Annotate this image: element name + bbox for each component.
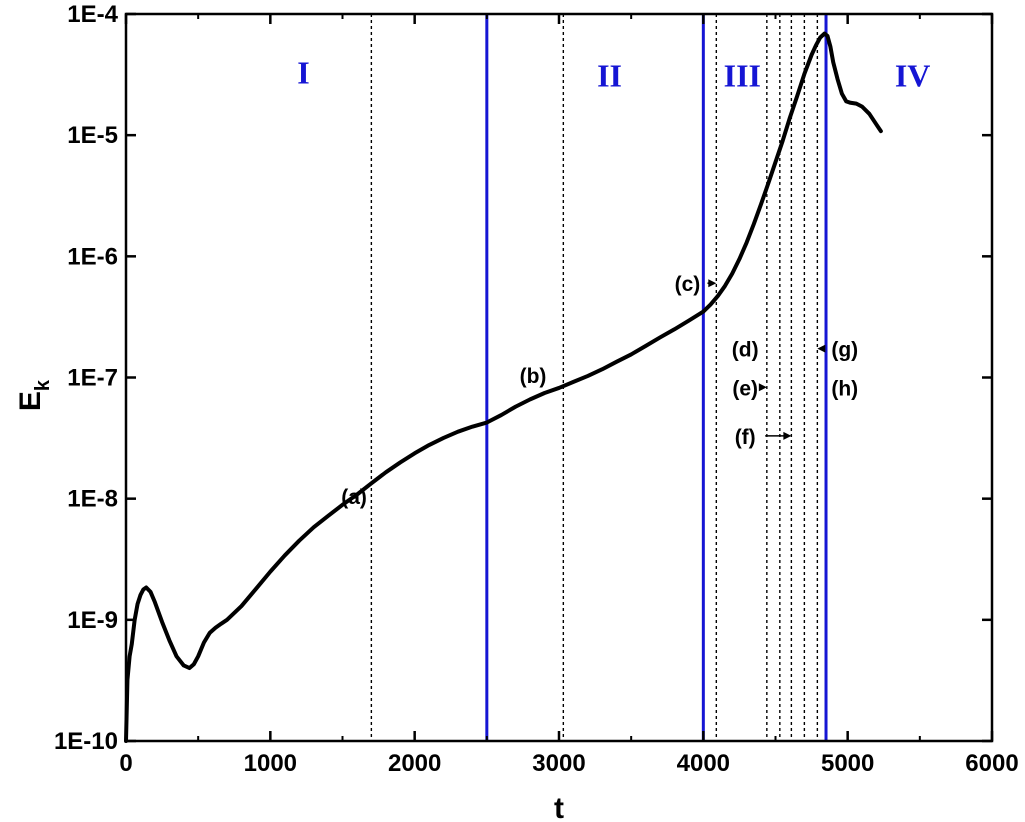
annotation-arrowhead-4 <box>758 383 767 392</box>
annotation-arrowhead-2 <box>708 279 717 288</box>
annotation-arrowhead-5 <box>783 431 792 440</box>
annotation-label-5: (f) <box>735 426 756 449</box>
annotation-label-4: (e) <box>732 377 758 400</box>
ek-curve-0 <box>124 31 883 743</box>
axes-layer: 0 1000 2000 3000 4000 5000 6000 1E-10 1E-9 1E-8 1E… <box>54 1 1019 777</box>
x-tick-label-2: 2000 <box>388 750 441 777</box>
y-axis-title-subscript: k <box>32 379 54 391</box>
annotation-label-2: (c) <box>675 273 701 296</box>
y-axis-title-main: E <box>14 391 47 411</box>
curve-layer <box>124 31 883 743</box>
annotation-label-6: (g) <box>831 339 858 362</box>
y-tick-label-4: 1E-6 <box>67 243 118 270</box>
y-tick-label-1: 1E-9 <box>67 607 118 634</box>
annotation-label-3: (d) <box>732 339 759 362</box>
y-tick-label-2: 1E-8 <box>67 486 118 513</box>
x-tick-label-4: 4000 <box>677 750 730 777</box>
region-label-1: II <box>597 58 622 94</box>
y-tick-label-5: 1E-5 <box>67 122 118 149</box>
region-label-0: I <box>297 54 309 90</box>
annotation-label-7: (h) <box>831 377 858 400</box>
x-tick-label-1: 1000 <box>244 750 297 777</box>
x-tick-label-3: 3000 <box>532 750 585 777</box>
x-tick-label-6: 6000 <box>965 750 1018 777</box>
y-tick-label-6: 1E-4 <box>67 1 118 28</box>
y-axis-title: Ek <box>14 379 54 411</box>
x-axis-title: t <box>554 792 564 822</box>
annotation-label-0: (a) <box>341 486 367 509</box>
annotations-layer: I II III IV(a)(b)(c)(d)(e)(f)(g)(h) <box>297 54 930 509</box>
x-tick-label-5: 5000 <box>821 750 874 777</box>
region-label-2: III <box>724 58 761 94</box>
y-tick-label-3: 1E-7 <box>67 365 118 392</box>
annotation-label-1: (b) <box>520 365 547 388</box>
region-label-3: IV <box>895 58 931 94</box>
x-tick-label-0: 0 <box>119 750 132 777</box>
plot-frame <box>124 12 994 743</box>
vertical-lines-layer <box>370 14 828 741</box>
annotation-arrowhead-6 <box>817 344 826 353</box>
y-tick-label-0: 1E-10 <box>54 728 118 755</box>
